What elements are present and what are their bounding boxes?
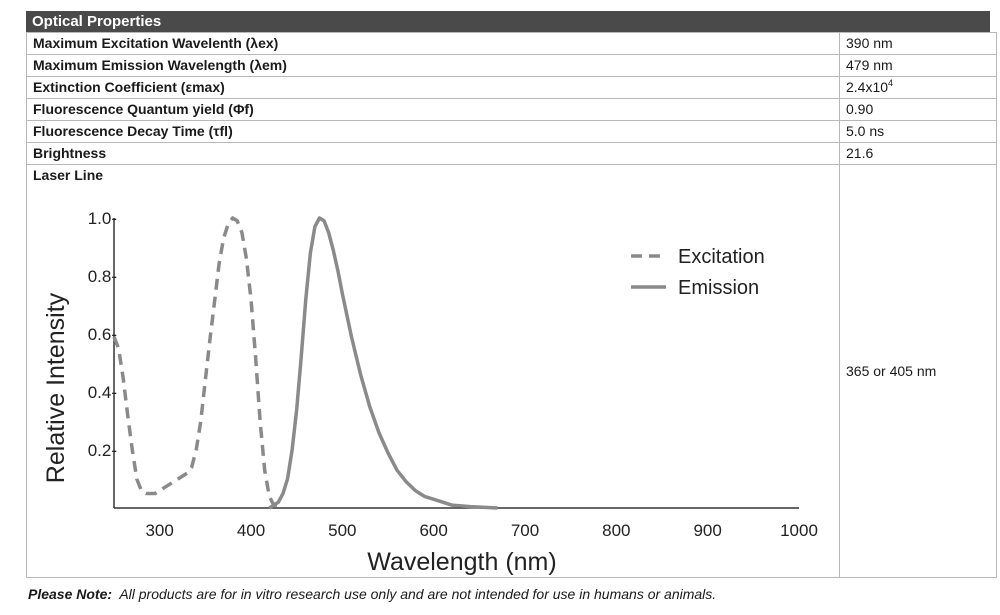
y-axis-label: Relative Intensity	[42, 292, 70, 483]
y-tick-label: 0.6-	[88, 325, 117, 344]
row-value: 21.6	[839, 142, 997, 165]
row-value-cell: 2.4x104	[839, 76, 997, 99]
row-label: Brightness	[26, 142, 840, 165]
x-tick-label: 400	[237, 521, 265, 540]
table-row: Maximum Excitation Wavelenth (λex) 390 n…	[26, 32, 997, 55]
section-header: Optical Properties	[26, 11, 990, 32]
x-tick-label: 600	[419, 521, 447, 540]
table-row: Maximum Emission Wavelength (λem) 479 nm	[26, 54, 997, 77]
x-tick-label: 800	[602, 521, 630, 540]
y-tick-label: 0.8-	[88, 267, 117, 286]
y-tick-label: 0.4-	[88, 383, 117, 402]
x-axis-label: Wavelength (nm)	[367, 548, 556, 576]
series-excitation-line	[112, 216, 284, 510]
row-value: 479 nm	[839, 54, 997, 77]
table-row: Fluorescence Decay Time (τfl) 5.0 ns	[26, 120, 997, 143]
note-text: All products are for in vitro research u…	[119, 586, 717, 602]
row-value: 0.90	[839, 98, 997, 121]
legend-excitation-label: Excitation	[678, 246, 765, 268]
row-label: Fluorescence Decay Time (τfl)	[26, 120, 840, 143]
laser-line-value: 365 or 405 nm	[839, 164, 997, 578]
y-tick-label: 1.0-	[88, 209, 117, 228]
row-value: 5.0 ns	[839, 120, 997, 143]
table-row: Brightness 21.6	[26, 142, 997, 165]
row-label: Maximum Excitation Wavelenth (λex)	[26, 32, 840, 55]
row-label: Maximum Emission Wavelength (λem)	[26, 54, 840, 77]
properties-table: Maximum Excitation Wavelenth (λex) 390 n…	[26, 32, 997, 578]
y-tick-label: 0.2-	[88, 441, 117, 460]
disclaimer-note: Please Note: All products are for in vit…	[28, 586, 716, 602]
spectrum-chart: 300 400 500 600 700 800 900 1000 0.2- 0.4- 0.6- 0.8…	[42, 209, 818, 576]
x-tick-label: 700	[511, 521, 539, 540]
laser-line-row: Laser Line 365 or 405 nm	[26, 164, 997, 578]
x-tick-label: 1000	[780, 521, 818, 540]
table-row: Extinction Coefficient (εmax) 2.4x104	[26, 76, 997, 99]
x-tick-label: 300	[145, 521, 173, 540]
plot-area: 300 400 500 600 700 800 900 1000 0.2- 0.4- 0.6- 0.8…	[88, 209, 818, 540]
row-label: Fluorescence Quantum yield (Φf)	[26, 98, 840, 121]
x-tick-label: 500	[328, 521, 356, 540]
row-value: 2.4x10	[846, 79, 889, 95]
laser-line-label: Laser Line	[33, 167, 104, 183]
x-tick-label: 900	[693, 521, 721, 540]
exponent: 4	[888, 78, 894, 88]
series-emission-line	[268, 216, 498, 510]
note-lead: Please Note:	[28, 586, 113, 602]
row-value: 390 nm	[839, 32, 997, 55]
table-row: Fluorescence Quantum yield (Φf) 0.90	[26, 98, 997, 121]
row-label: Extinction Coefficient (εmax)	[26, 76, 840, 99]
legend-emission-label: Emission	[678, 277, 759, 299]
optical-properties-sheet: Optical Properties Maximum Excitation Wa…	[26, 11, 997, 578]
